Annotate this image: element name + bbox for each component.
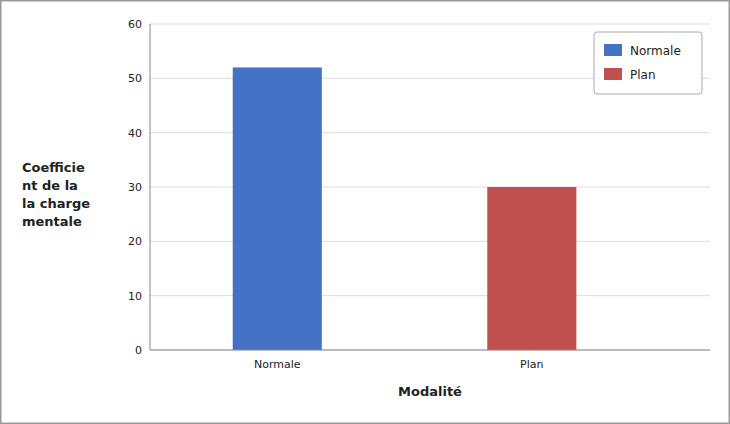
y-axis-label: Coefficie nt de la la charge mentale	[22, 160, 90, 229]
grid-line	[150, 24, 710, 25]
y-tick-label: 60	[128, 18, 142, 31]
y-axis-label-line: Coefficie	[22, 160, 85, 175]
chart-svg: 0 10 20 30 40 50 60 Normale Plan Modalité Coeffici…	[0, 0, 730, 424]
grid-line	[150, 350, 710, 351]
x-axis-line	[150, 350, 710, 351]
y-tick-label: 30	[128, 181, 142, 194]
legend-swatch	[604, 44, 622, 56]
bar	[487, 187, 576, 350]
y-tick-label: 40	[128, 127, 142, 140]
bars	[233, 67, 577, 350]
legend-swatch	[604, 68, 622, 80]
legend-frame	[594, 32, 702, 94]
y-tick-label: 50	[128, 72, 142, 85]
y-axis-label-line: nt de la	[22, 178, 78, 193]
bar	[233, 67, 322, 350]
legend: Normale Plan	[594, 32, 702, 94]
chart-container: 0 10 20 30 40 50 60 Normale Plan Modalité Coeffici…	[0, 0, 730, 424]
y-tick-label: 10	[128, 290, 142, 303]
y-tick-label: 0	[135, 344, 142, 357]
legend-label: Normale	[630, 44, 681, 58]
figure-border	[1, 1, 730, 424]
x-ticks: Normale Plan	[254, 358, 544, 371]
y-axis-label-line: la charge	[22, 196, 90, 211]
x-axis-label: Modalité	[398, 384, 462, 399]
y-tick-label: 20	[128, 235, 142, 248]
grid	[150, 24, 710, 350]
legend-label: Plan	[630, 68, 656, 82]
y-axis-line	[150, 24, 151, 350]
x-tick-label: Normale	[254, 358, 301, 371]
y-axis-label-line: mentale	[22, 214, 82, 229]
x-tick-label: Plan	[520, 358, 543, 371]
y-ticks: 0 10 20 30 40 50 60	[128, 18, 142, 357]
